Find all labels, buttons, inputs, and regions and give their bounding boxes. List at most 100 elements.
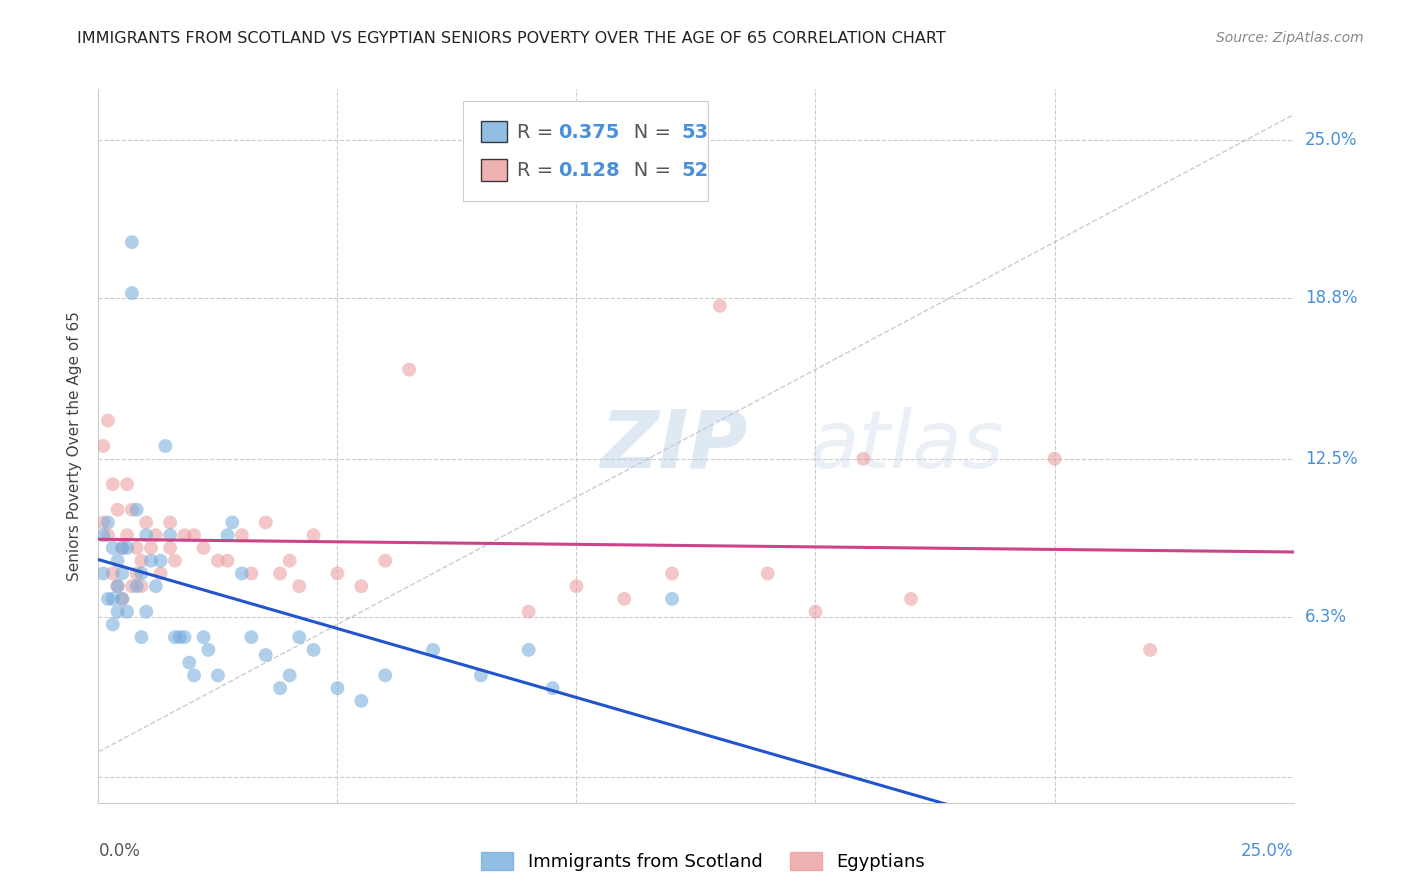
Point [193, 541, 215, 555]
Point [115, 477, 138, 491]
Point [240, 630, 263, 644]
Point [91, 528, 114, 542]
Point [125, 502, 148, 516]
Point [107, 554, 129, 568]
FancyBboxPatch shape [481, 120, 508, 142]
Point [197, 643, 219, 657]
Point [179, 656, 201, 670]
Point [288, 630, 311, 644]
Point [422, 643, 444, 657]
Point [115, 528, 138, 542]
Point [288, 579, 311, 593]
Point [131, 554, 153, 568]
Point [173, 630, 195, 644]
Point [159, 516, 181, 530]
Point [149, 566, 172, 581]
Text: IMMIGRANTS FROM SCOTLAND VS EGYPTIAN SENIORS POVERTY OVER THE AGE OF 65 CORRELAT: IMMIGRANTS FROM SCOTLAND VS EGYPTIAN SEN… [77, 31, 946, 46]
Point [541, 681, 564, 695]
Point [107, 605, 129, 619]
Point [374, 554, 396, 568]
Text: 25.0%: 25.0% [1305, 131, 1357, 149]
Text: R =: R = [517, 122, 560, 142]
Point [159, 541, 181, 555]
Point [852, 451, 875, 466]
Text: N =: N = [614, 122, 676, 142]
Text: Source: ZipAtlas.com: Source: ZipAtlas.com [1216, 31, 1364, 45]
Point [125, 541, 148, 555]
Point [900, 591, 922, 606]
Text: ZIP: ZIP [600, 407, 748, 485]
Text: 12.5%: 12.5% [1305, 450, 1357, 467]
Point [240, 566, 263, 581]
Point [139, 554, 162, 568]
Point [302, 528, 325, 542]
Point [135, 528, 157, 542]
Text: 0.375: 0.375 [558, 122, 620, 142]
Point [135, 516, 157, 530]
Point [149, 554, 172, 568]
Point [398, 362, 420, 376]
Point [111, 591, 134, 606]
Point [207, 668, 229, 682]
Legend: Immigrants from Scotland, Egyptians: Immigrants from Scotland, Egyptians [474, 845, 932, 879]
Point [613, 591, 636, 606]
Text: 52: 52 [682, 161, 709, 180]
Point [121, 286, 143, 301]
Point [231, 566, 253, 581]
Point [470, 668, 492, 682]
Point [1043, 451, 1066, 466]
Point [302, 643, 325, 657]
Text: 53: 53 [682, 122, 709, 142]
Point [661, 591, 683, 606]
Point [111, 566, 134, 581]
Point [107, 502, 129, 516]
Point [221, 516, 243, 530]
Point [101, 566, 124, 581]
Point [115, 541, 138, 555]
Point [121, 502, 143, 516]
Point [125, 566, 148, 581]
Point [91, 439, 114, 453]
Point [155, 439, 177, 453]
Point [131, 566, 153, 581]
Point [159, 528, 181, 542]
Point [125, 579, 148, 593]
Point [111, 541, 134, 555]
Point [97, 528, 120, 542]
Point [101, 541, 124, 555]
Point [709, 299, 731, 313]
Point [97, 413, 120, 427]
Point [135, 605, 157, 619]
Point [517, 605, 540, 619]
Point [350, 579, 373, 593]
Point [374, 668, 396, 682]
Point [111, 591, 134, 606]
Point [254, 648, 277, 662]
Text: 25.0%: 25.0% [1241, 842, 1294, 860]
Point [173, 528, 195, 542]
Point [517, 643, 540, 657]
Point [111, 541, 134, 555]
Point [269, 681, 291, 695]
Point [121, 579, 143, 593]
Point [326, 566, 349, 581]
Text: 6.3%: 6.3% [1305, 607, 1347, 626]
Point [97, 516, 120, 530]
Point [145, 579, 167, 593]
Point [145, 528, 167, 542]
Point [565, 579, 588, 593]
Point [97, 591, 120, 606]
Point [91, 566, 114, 581]
Point [254, 516, 277, 530]
Point [661, 566, 683, 581]
Point [131, 579, 153, 593]
Point [804, 605, 827, 619]
Point [207, 554, 229, 568]
Y-axis label: Seniors Poverty Over the Age of 65: Seniors Poverty Over the Age of 65 [67, 311, 83, 581]
Text: N =: N = [614, 161, 676, 180]
FancyBboxPatch shape [481, 159, 508, 180]
Point [183, 668, 205, 682]
Text: 18.8%: 18.8% [1305, 289, 1357, 307]
Text: atlas: atlas [810, 407, 1004, 485]
Point [193, 630, 215, 644]
